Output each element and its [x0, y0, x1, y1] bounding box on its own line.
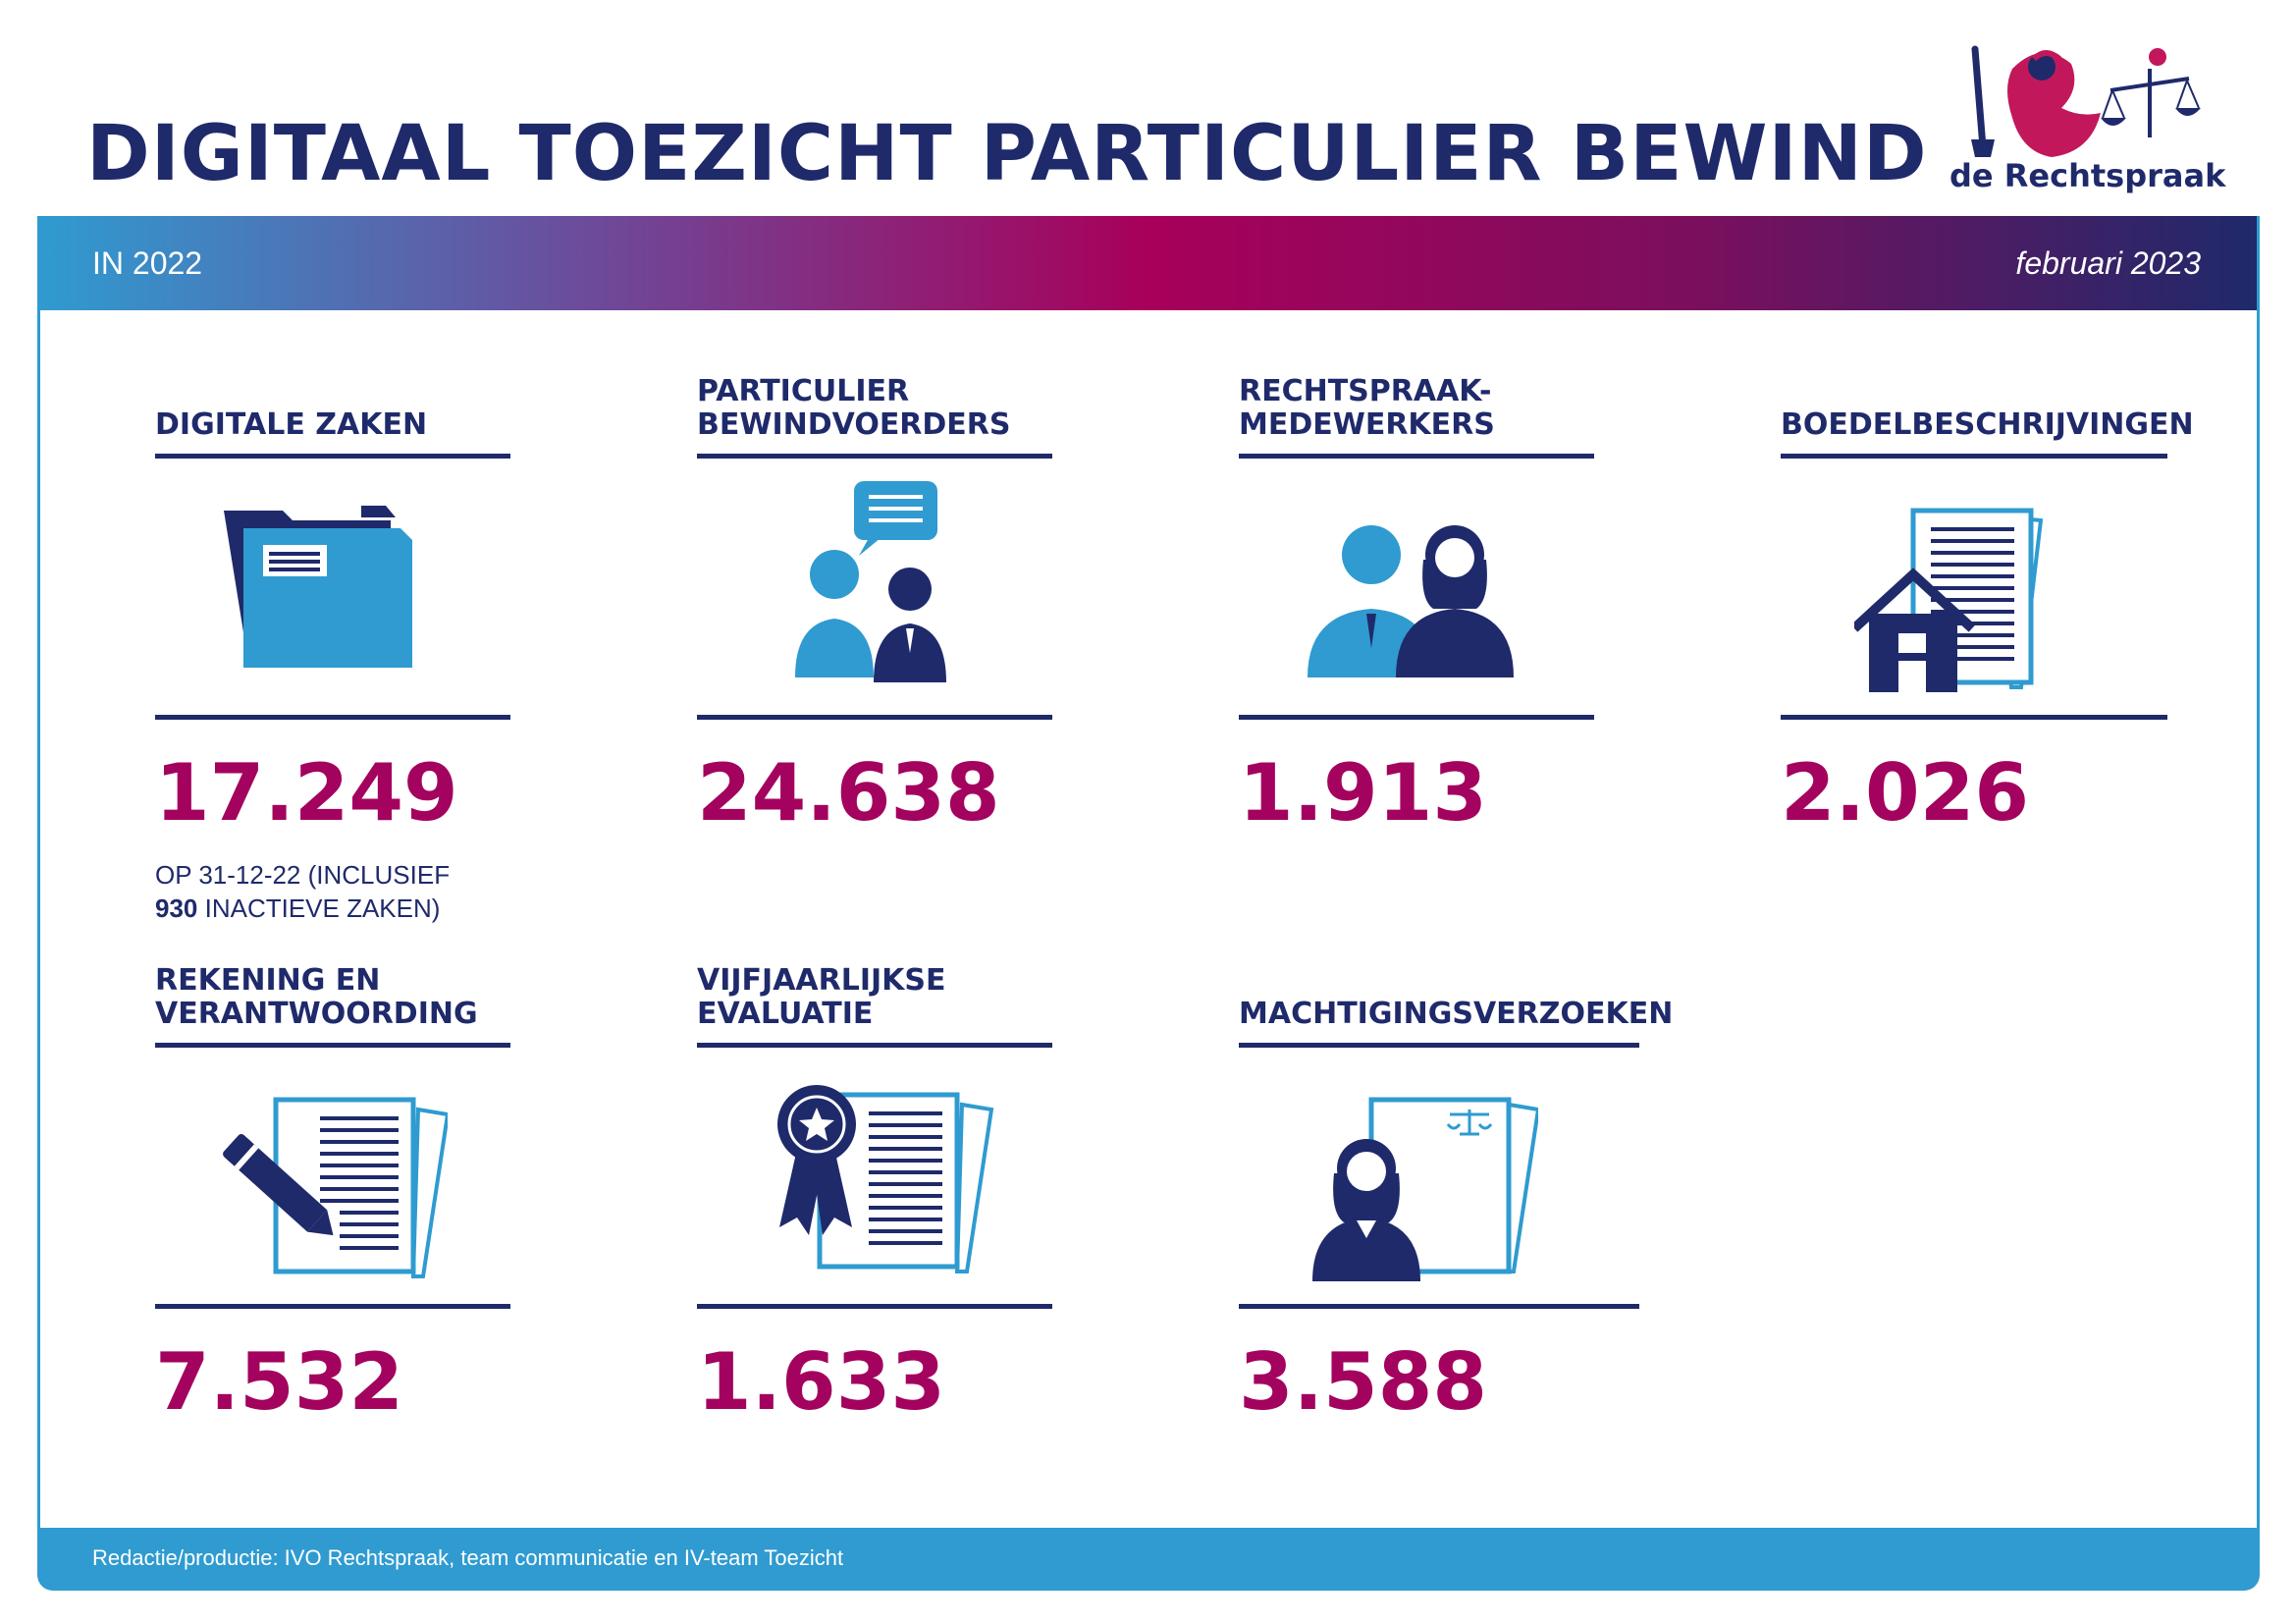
divider: [697, 1304, 1052, 1309]
banner-year: IN 2022: [92, 245, 203, 281]
stat-value: 3.588: [1239, 1336, 1488, 1428]
divider: [155, 715, 510, 720]
divider: [697, 715, 1052, 720]
staff-icon: [1308, 525, 1514, 677]
banner-date: februari 2023: [2015, 245, 2201, 281]
divider: [1781, 715, 2167, 720]
stat-label: VIJFJAARLIJKSE EVALUATIE: [697, 963, 946, 1031]
stat-label: BOEDELBESCHRIJVINGEN: [1781, 407, 2194, 442]
stat-value: 1.633: [697, 1336, 946, 1428]
stat-value: 17.249: [155, 747, 458, 839]
woman-scales-document-icon: [1312, 1097, 1538, 1281]
logo-text: de Rechtspraak: [1949, 157, 2226, 194]
stat-card-rekening-verantwoording: REKENING EN VERANTWOORDING 7.532: [155, 952, 518, 1443]
divider: [697, 454, 1052, 459]
divider: [1239, 1043, 1639, 1048]
folder-icon: [224, 506, 412, 668]
divider: [697, 1043, 1052, 1048]
stat-label: PARTICULIER BEWINDVOERDERS: [697, 374, 1011, 442]
stat-label: RECHTSPRAAK- MEDEWERKERS: [1239, 374, 1495, 442]
stat-label: REKENING EN VERANTWOORDING: [155, 963, 478, 1031]
divider: [1239, 1304, 1639, 1309]
stat-card-boedelbeschrijvingen: BOEDELBESCHRIJVINGEN 2.026: [1781, 363, 2194, 854]
footer-credits: Redactie/productie: IVO Rechtspraak, tea…: [92, 1545, 844, 1570]
page-title: DIGITAAL TOEZICHT PARTICULIER BEWIND: [86, 110, 1928, 198]
stat-note-line1: OP 31-12-22 (INCLUSIEF: [155, 860, 451, 890]
award-document-icon: [777, 1085, 994, 1273]
stat-label: MACHTIGINGSVERZOEKEN: [1239, 997, 1674, 1031]
people-chat-icon: [795, 481, 946, 682]
stat-note-line2: INACTIEVE ZAKEN): [197, 893, 441, 923]
stat-note-bold: 930: [155, 893, 198, 923]
header-banner: IN 2022 februari 2023: [37, 216, 2260, 310]
divider: [155, 454, 510, 459]
stat-card-medewerkers: RECHTSPRAAK- MEDEWERKERS 1.913: [1239, 363, 1602, 854]
stat-value: 24.638: [697, 747, 1000, 839]
divider: [155, 1304, 510, 1309]
pencil-document-icon: [223, 1097, 448, 1278]
stat-label: DIGITALE ZAKEN: [155, 407, 428, 442]
stat-card-evaluatie: VIJFJAARLIJKSE EVALUATIE 1.633: [697, 952, 1060, 1443]
stat-value: 7.532: [155, 1336, 404, 1428]
footer-bar: Redactie/productie: IVO Rechtspraak, tea…: [37, 1528, 2260, 1591]
divider: [1239, 454, 1594, 459]
stat-card-digitale-zaken: DIGITALE ZAKEN 17.249 OP 31-12-22 (INCLU…: [155, 363, 518, 933]
stat-note: OP 31-12-22 (INCLUSIEF 930 INACTIEVE ZAK…: [155, 858, 450, 925]
divider: [1781, 454, 2167, 459]
house-document-icon: [1854, 508, 2044, 692]
stat-card-bewindvoerders: PARTICULIER BEWINDVOERDERS 24.638: [697, 363, 1060, 854]
rechtspraak-logo-icon: [1971, 45, 2201, 157]
stat-value: 2.026: [1781, 747, 2030, 839]
divider: [1239, 715, 1594, 720]
divider: [155, 1043, 510, 1048]
stat-card-machtigingsverzoeken: MACHTIGINGSVERZOEKEN 3.588: [1239, 952, 1673, 1443]
stat-value: 1.913: [1239, 747, 1488, 839]
